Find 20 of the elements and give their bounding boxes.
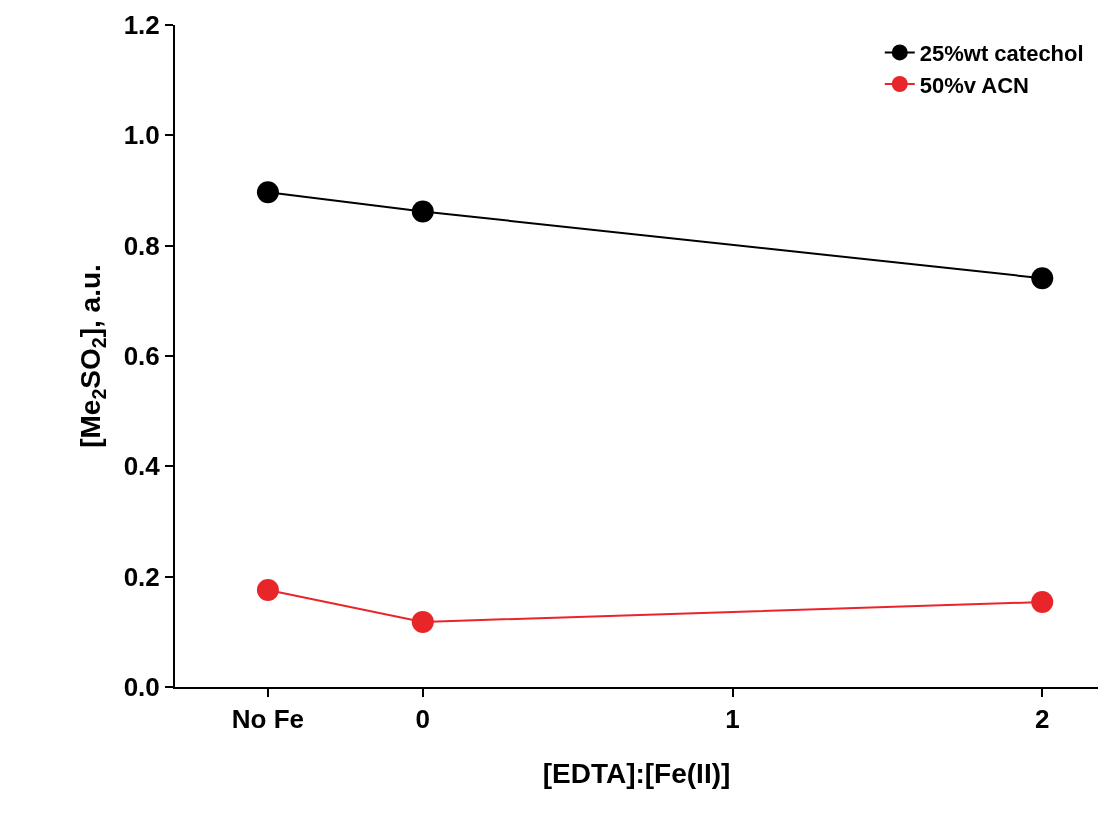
legend-label: 25%wt catechol	[919, 41, 1084, 66]
x-tick-label: 1	[725, 704, 740, 735]
y-tick-label: 0.4	[123, 451, 161, 482]
x-tick-label: No Fe	[231, 704, 305, 735]
point	[411, 200, 434, 223]
legend-label: 50%v ACN	[919, 72, 1029, 98]
y-tick-label: 1.0	[123, 120, 160, 151]
y-tick-label: 0.6	[123, 341, 160, 372]
x-axis-title: [EDTA]:[Fe(II)]	[542, 757, 731, 789]
y-tick-label: 0.8	[123, 230, 160, 261]
x-tick-label: 0	[415, 704, 431, 735]
point	[1031, 591, 1054, 614]
y-tick-label: 0.0	[123, 672, 160, 703]
point	[256, 578, 279, 601]
point	[256, 181, 279, 204]
point	[1031, 267, 1054, 290]
x-tick-label: 2	[1035, 704, 1050, 735]
point	[411, 610, 434, 633]
y-tick-label: 0.2	[123, 561, 160, 592]
y-tick-label: 1.2	[123, 10, 160, 41]
